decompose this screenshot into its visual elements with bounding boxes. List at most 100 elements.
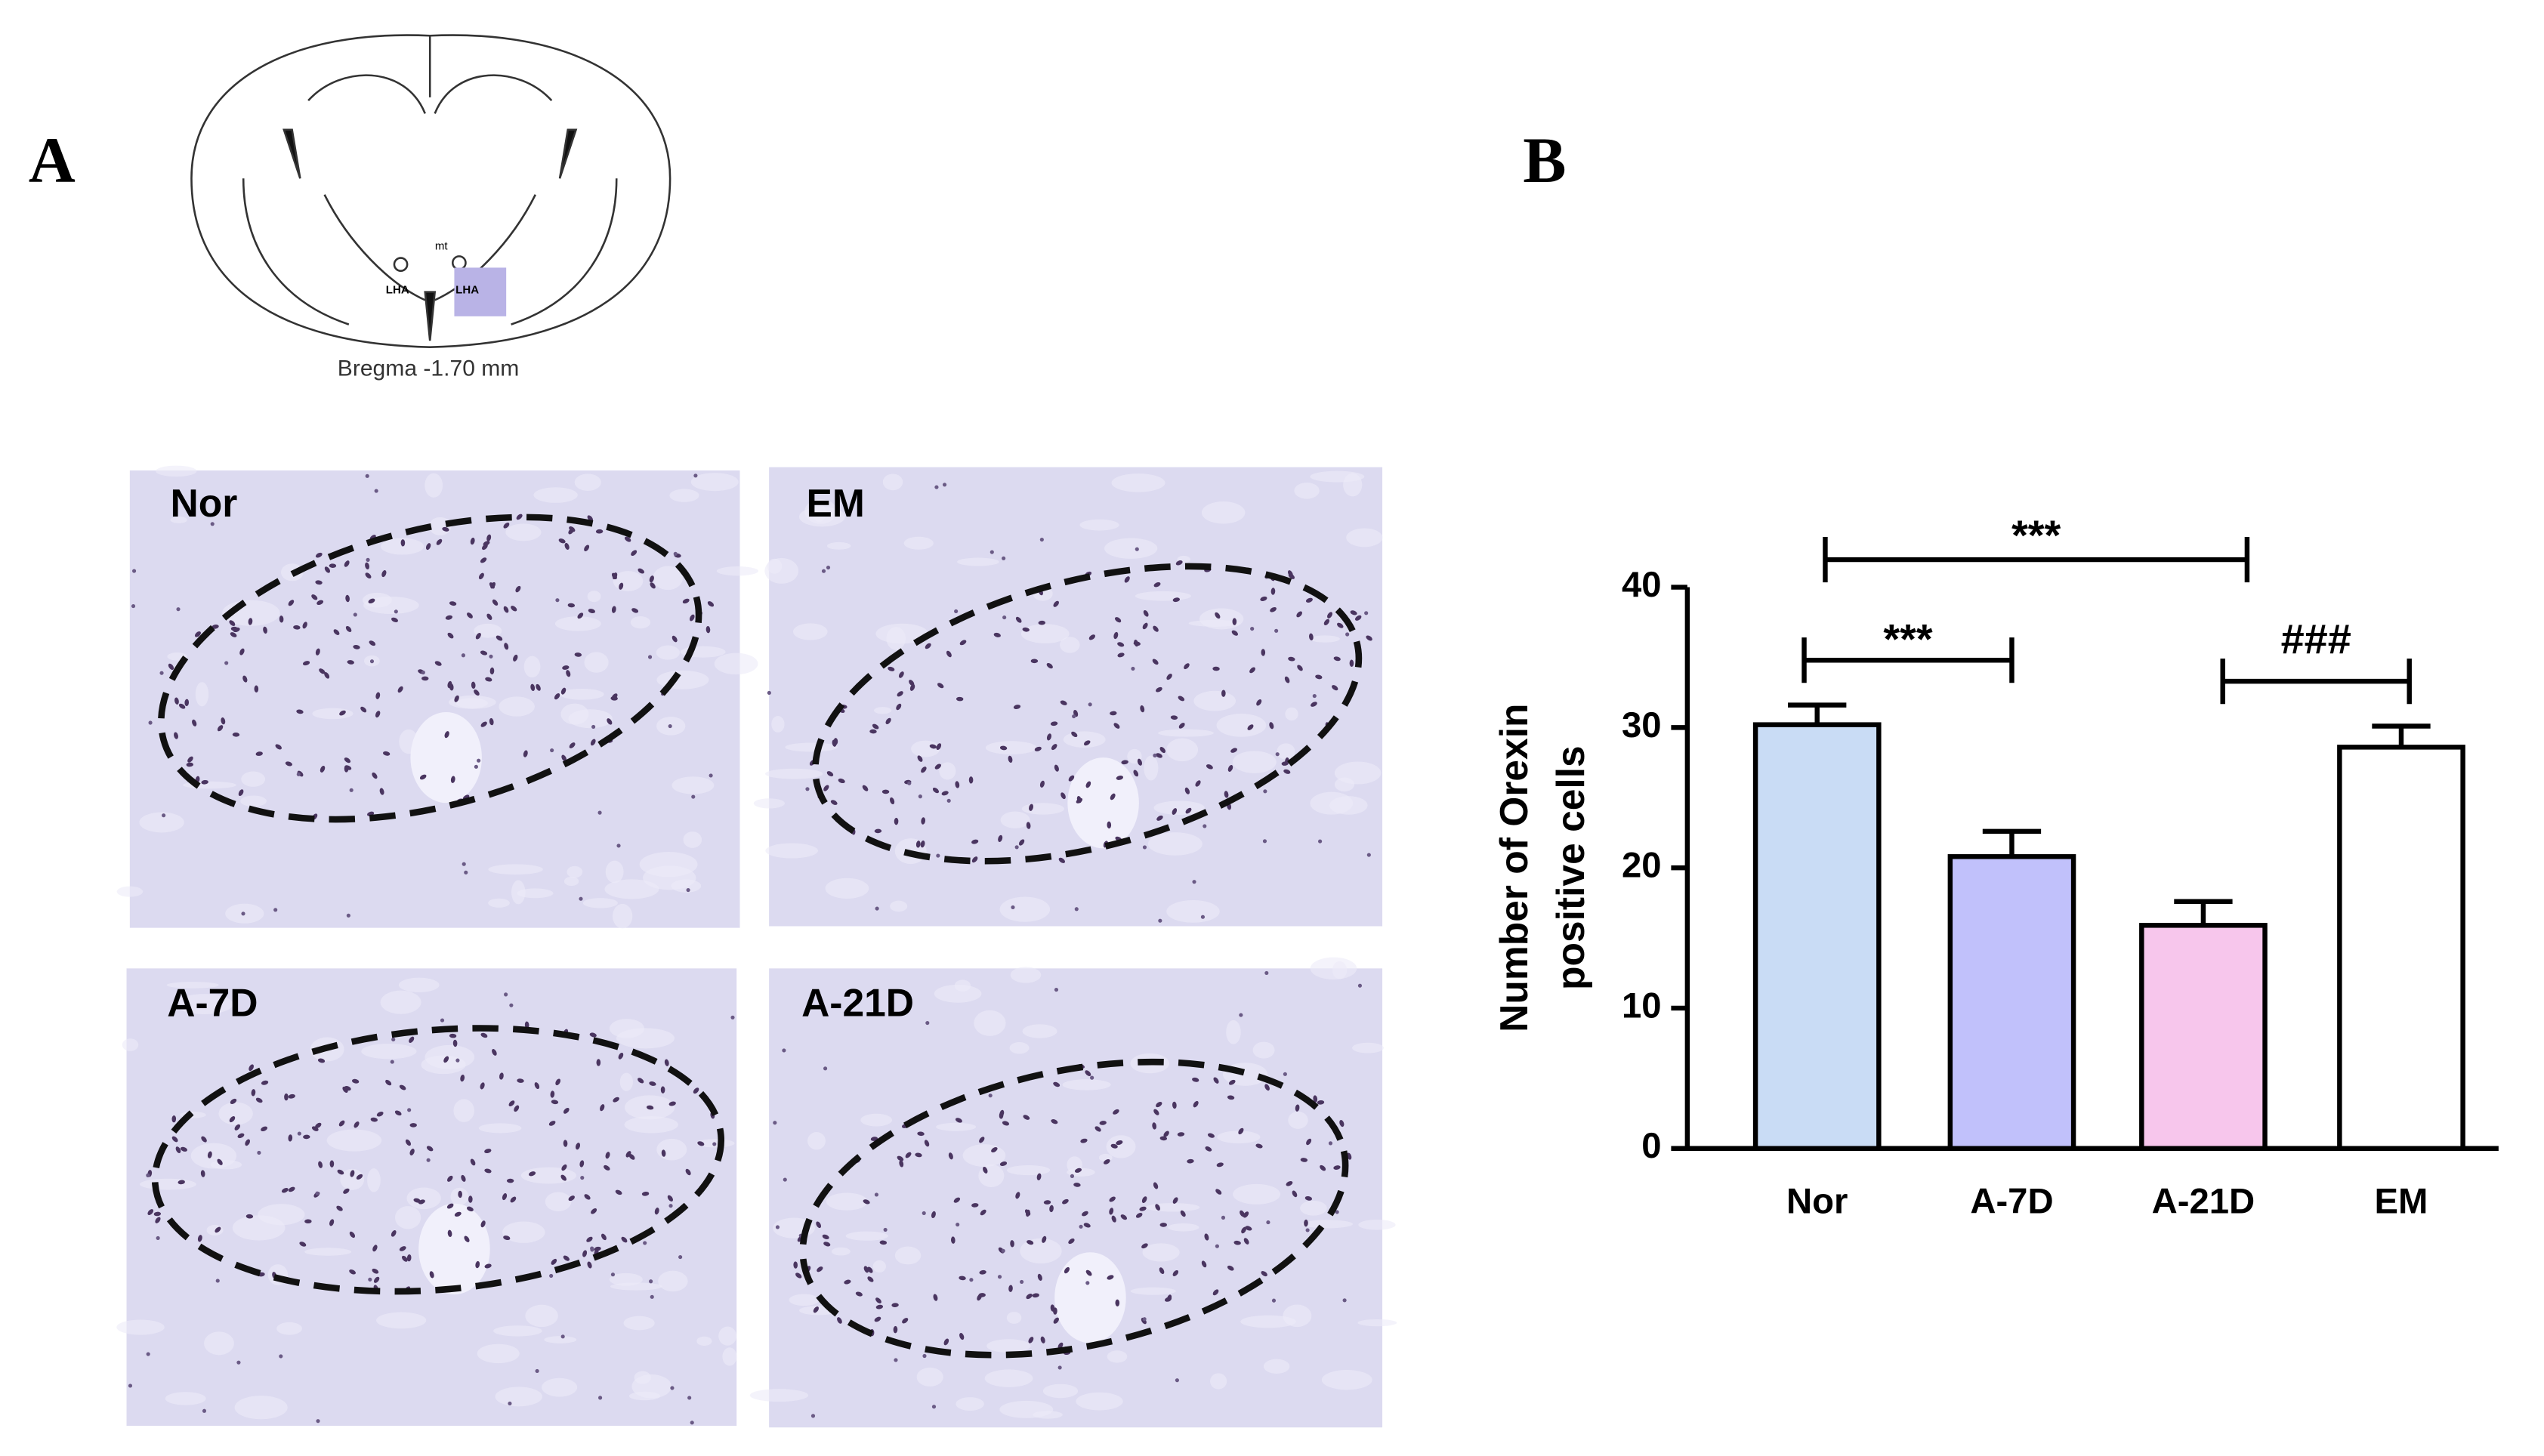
cell	[1088, 634, 1096, 640]
cell	[230, 632, 237, 637]
cell	[180, 1146, 187, 1152]
cell	[338, 1120, 345, 1127]
tissue-texture	[568, 709, 613, 729]
cell	[159, 671, 164, 675]
cell	[186, 762, 194, 767]
tissue-texture	[831, 1247, 851, 1256]
cell	[372, 1245, 378, 1252]
cell	[1213, 1077, 1219, 1084]
tissue-texture	[984, 1369, 1033, 1387]
cell	[1320, 1164, 1326, 1171]
cell	[480, 1220, 486, 1228]
cell	[468, 1195, 473, 1203]
cell	[504, 643, 509, 650]
cell	[730, 1015, 735, 1020]
cell	[461, 653, 466, 658]
cell	[997, 1275, 1002, 1279]
cell	[993, 632, 1001, 637]
cell	[1099, 1121, 1107, 1125]
cell	[1297, 665, 1303, 671]
cell	[837, 1317, 842, 1324]
cell	[580, 1175, 585, 1180]
cell	[1133, 770, 1139, 777]
cell	[1094, 1126, 1101, 1132]
significance-label: ***	[2011, 511, 2061, 559]
tissue-texture	[166, 982, 219, 989]
cell	[288, 1186, 295, 1192]
cell	[279, 1354, 283, 1359]
cell	[1175, 560, 1183, 566]
cell	[560, 687, 567, 695]
cell	[1103, 1159, 1110, 1164]
cell	[365, 474, 369, 478]
cell	[686, 887, 690, 893]
cell	[1116, 1140, 1123, 1146]
cell	[345, 594, 350, 603]
cell	[324, 672, 330, 679]
cell	[200, 1170, 205, 1177]
cell	[201, 779, 208, 785]
panel-label: A	[29, 124, 76, 196]
tissue-texture	[362, 592, 392, 608]
cell	[1323, 618, 1330, 626]
cell	[1221, 1215, 1226, 1220]
cell	[885, 717, 891, 724]
tissue-texture	[425, 473, 443, 498]
cell	[1064, 1266, 1070, 1274]
cell	[1085, 1281, 1090, 1285]
cell	[863, 1266, 869, 1273]
tissue-texture	[448, 695, 496, 709]
tissue-texture	[170, 517, 187, 523]
cell	[1037, 1273, 1042, 1281]
tissue-texture	[616, 1028, 675, 1049]
cell	[1177, 1132, 1185, 1137]
cell	[201, 1136, 207, 1143]
cell	[548, 1121, 556, 1126]
cell	[513, 654, 518, 662]
cell	[1333, 656, 1341, 662]
cell	[934, 763, 941, 770]
cell	[1230, 748, 1238, 753]
cell	[1288, 656, 1295, 662]
region-outline	[151, 1025, 725, 1295]
cell	[1027, 1240, 1034, 1245]
cell	[844, 1279, 851, 1285]
cell	[1172, 1269, 1179, 1276]
cell	[317, 1058, 326, 1063]
cell	[584, 544, 590, 552]
cell	[1068, 775, 1075, 782]
region-label: LHA	[455, 283, 479, 296]
cell	[1328, 1141, 1333, 1146]
cell	[618, 1052, 624, 1060]
cell	[998, 834, 1003, 842]
cell	[879, 1240, 888, 1245]
cell	[959, 1276, 966, 1281]
cell	[1083, 1223, 1091, 1228]
cell	[484, 1168, 492, 1174]
cell	[933, 1294, 938, 1301]
cell	[682, 598, 690, 604]
cell	[174, 697, 179, 705]
cell	[486, 534, 492, 541]
cell	[217, 725, 224, 732]
cell	[690, 1421, 694, 1425]
cell	[171, 1115, 177, 1123]
cell	[1270, 606, 1277, 612]
cell	[175, 1146, 181, 1153]
cell	[579, 896, 583, 901]
cell	[1243, 1238, 1249, 1245]
cell	[239, 648, 245, 656]
cell	[948, 1152, 953, 1160]
tissue-texture	[804, 498, 837, 524]
tissue-texture	[381, 538, 425, 555]
tissue-texture	[1352, 1042, 1384, 1053]
cell	[346, 913, 350, 918]
cell	[230, 1098, 237, 1104]
cell	[1232, 618, 1237, 625]
cell	[921, 817, 926, 825]
cell	[1366, 635, 1372, 641]
cell	[315, 552, 323, 558]
cell	[399, 1246, 406, 1251]
cell	[1342, 1298, 1347, 1303]
significance-bracket	[2220, 659, 2412, 705]
